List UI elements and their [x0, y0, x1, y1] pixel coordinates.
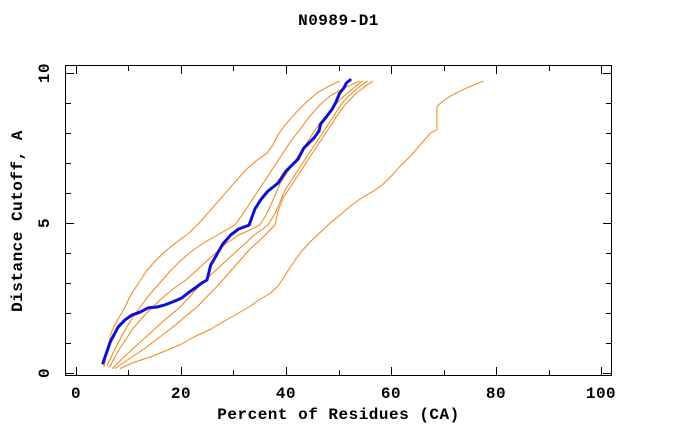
y-tick-label: 5 — [36, 218, 54, 228]
x-tick-label: 60 — [381, 385, 401, 403]
curve-orange-4 — [111, 80, 368, 369]
x-axis-label: Percent of Residues (CA) — [217, 406, 460, 424]
x-tick-label: 100 — [586, 385, 616, 403]
x-tick-label: 0 — [71, 385, 81, 403]
x-tick-label: 20 — [171, 385, 191, 403]
plot-border — [65, 65, 612, 376]
curve-orange-3 — [109, 80, 363, 368]
curve-blue-highlight — [101, 78, 352, 365]
chart-title: N0989-D1 — [298, 12, 379, 30]
x-tick-label: 80 — [486, 385, 506, 403]
y-tick-label: 0 — [36, 368, 54, 378]
curve-orange-6 — [119, 80, 484, 369]
y-tick-label: 10 — [36, 63, 54, 83]
curve-orange-2 — [106, 80, 360, 366]
curve-orange-1 — [103, 80, 341, 368]
curve-orange-5 — [114, 80, 374, 369]
x-tick-label: 40 — [276, 385, 296, 403]
y-axis-label: Distance Cutoff, A — [9, 130, 27, 312]
